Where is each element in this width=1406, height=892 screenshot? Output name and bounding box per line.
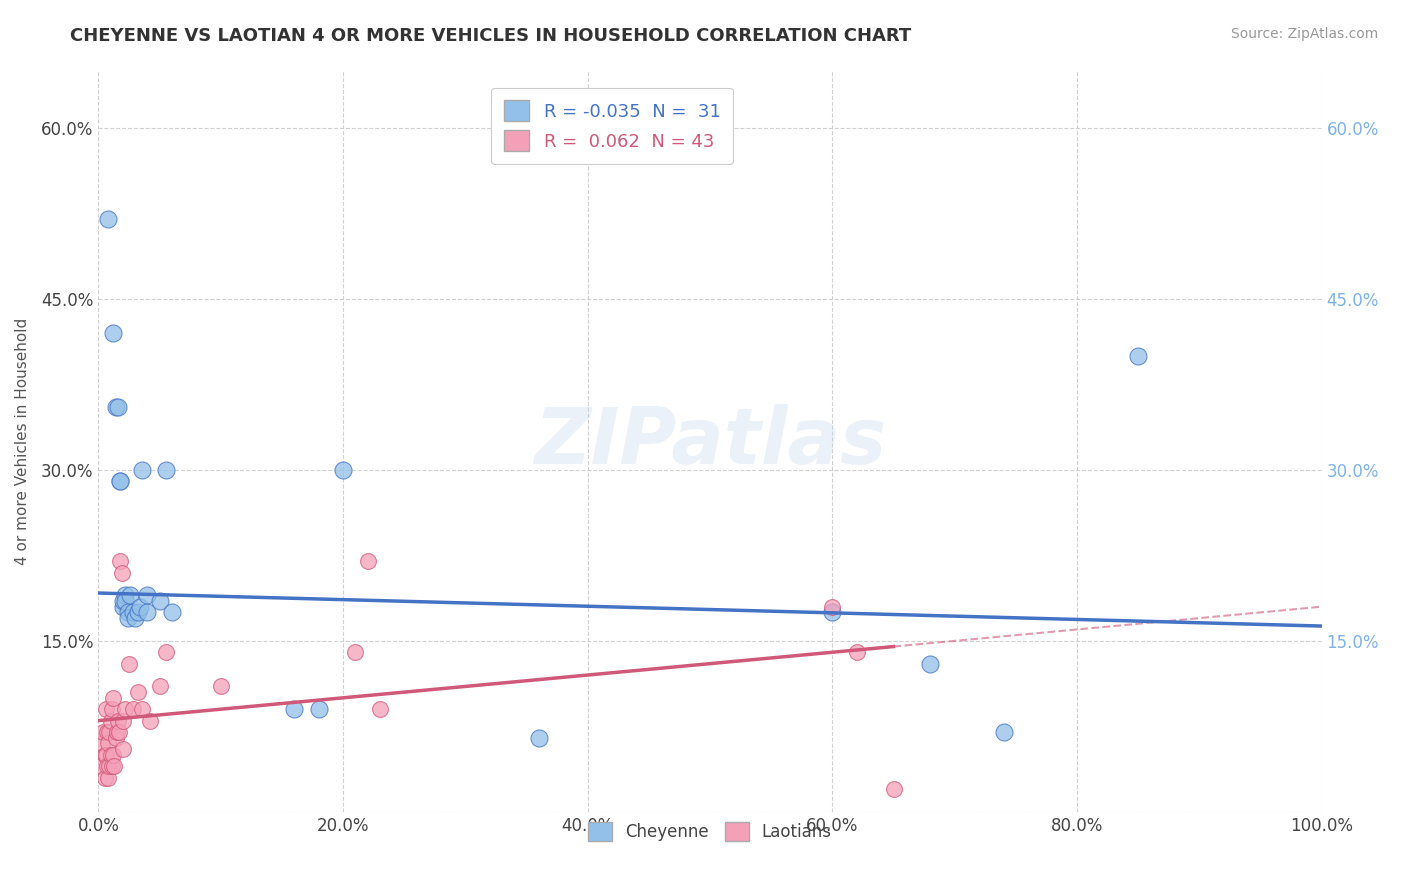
Point bbox=[1128, 349, 1150, 363]
Point bbox=[104, 401, 127, 415]
Point bbox=[98, 725, 121, 739]
Point bbox=[96, 759, 118, 773]
Point bbox=[100, 747, 122, 762]
Point bbox=[209, 680, 232, 694]
Text: ZIPatlas: ZIPatlas bbox=[534, 403, 886, 480]
Point bbox=[101, 747, 124, 762]
Point bbox=[136, 606, 159, 620]
Point bbox=[139, 714, 162, 728]
Point bbox=[97, 771, 120, 785]
Point bbox=[101, 690, 124, 705]
Point bbox=[920, 657, 942, 671]
Point bbox=[107, 714, 129, 728]
Point bbox=[110, 475, 132, 489]
Point bbox=[117, 611, 139, 625]
Legend: Cheyenne, Laotians: Cheyenne, Laotians bbox=[582, 815, 838, 847]
Point bbox=[100, 714, 122, 728]
Point bbox=[91, 725, 114, 739]
Point bbox=[103, 759, 125, 773]
Point bbox=[117, 606, 139, 620]
Y-axis label: 4 or more Vehicles in Household: 4 or more Vehicles in Household bbox=[15, 318, 30, 566]
Point bbox=[821, 606, 844, 620]
Point bbox=[110, 554, 132, 568]
Point bbox=[97, 212, 120, 227]
Point bbox=[101, 326, 124, 341]
Point bbox=[111, 594, 134, 608]
Point bbox=[821, 599, 844, 614]
Point bbox=[283, 702, 305, 716]
Point bbox=[149, 594, 172, 608]
Point bbox=[883, 781, 905, 796]
Point bbox=[127, 606, 149, 620]
Point bbox=[97, 736, 120, 750]
Point bbox=[91, 736, 114, 750]
Point bbox=[131, 463, 153, 477]
Point bbox=[155, 463, 177, 477]
Point bbox=[118, 657, 141, 671]
Point bbox=[101, 702, 124, 716]
Point bbox=[111, 566, 134, 580]
Point bbox=[344, 645, 367, 659]
Text: CHEYENNE VS LAOTIAN 4 OR MORE VEHICLES IN HOUSEHOLD CORRELATION CHART: CHEYENNE VS LAOTIAN 4 OR MORE VEHICLES I… bbox=[70, 27, 911, 45]
Text: Source: ZipAtlas.com: Source: ZipAtlas.com bbox=[1230, 27, 1378, 41]
Point bbox=[527, 731, 550, 745]
Point bbox=[98, 759, 121, 773]
Point bbox=[149, 680, 172, 694]
Point bbox=[114, 594, 136, 608]
Point bbox=[101, 759, 124, 773]
Point bbox=[127, 685, 149, 699]
Point bbox=[111, 742, 134, 756]
Point bbox=[104, 731, 127, 745]
Point bbox=[94, 702, 117, 716]
Point bbox=[105, 725, 128, 739]
Point bbox=[114, 588, 136, 602]
Point bbox=[131, 702, 153, 716]
Point bbox=[111, 714, 134, 728]
Point bbox=[129, 599, 152, 614]
Point bbox=[94, 747, 117, 762]
Point bbox=[120, 588, 142, 602]
Point bbox=[155, 645, 177, 659]
Point bbox=[356, 554, 378, 568]
Point bbox=[332, 463, 354, 477]
Point bbox=[110, 475, 132, 489]
Point bbox=[107, 401, 129, 415]
Point bbox=[845, 645, 868, 659]
Point bbox=[136, 588, 159, 602]
Point bbox=[308, 702, 330, 716]
Point bbox=[121, 702, 143, 716]
Point bbox=[993, 725, 1015, 739]
Point bbox=[90, 759, 112, 773]
Point bbox=[93, 771, 115, 785]
Point bbox=[121, 606, 143, 620]
Point bbox=[124, 611, 146, 625]
Point bbox=[111, 599, 134, 614]
Point bbox=[114, 702, 136, 716]
Point bbox=[93, 747, 115, 762]
Point bbox=[108, 725, 131, 739]
Point bbox=[160, 606, 183, 620]
Point bbox=[96, 725, 118, 739]
Point bbox=[368, 702, 391, 716]
